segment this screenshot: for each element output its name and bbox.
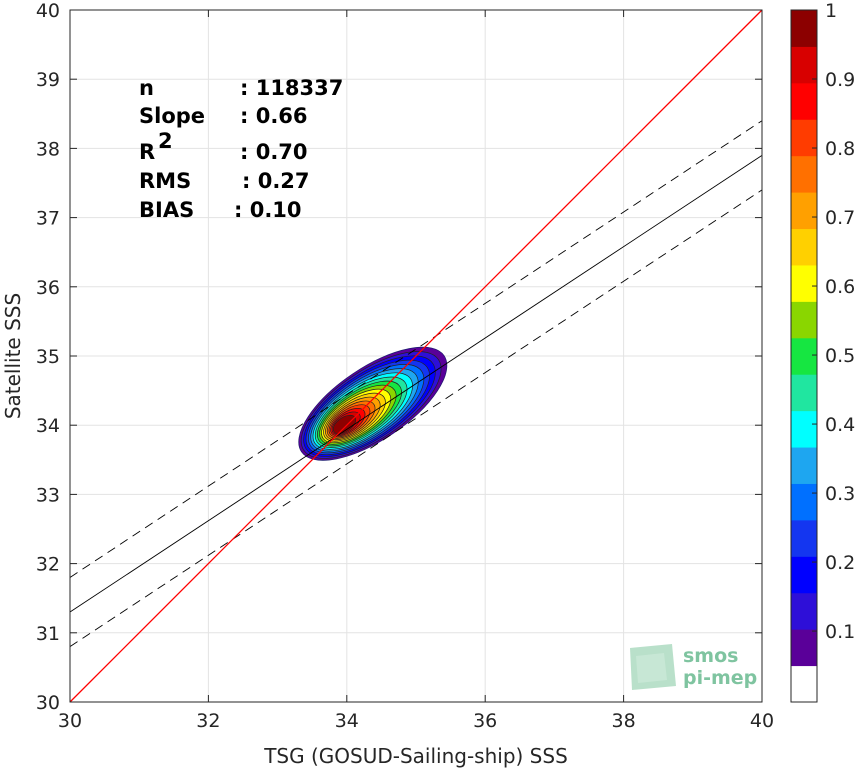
y-tick-label: 36: [36, 277, 60, 299]
colorbar-segment: [791, 374, 817, 412]
colorbar-tick-label: 0.9: [825, 69, 855, 91]
stat-label-superscript: 2: [158, 129, 173, 153]
stat-value: : 0.70: [240, 140, 308, 164]
smos-pimep-logo: smos pi-mep: [630, 644, 757, 690]
colorbar-segment: [791, 82, 817, 120]
one-to-one-line: [69, 9, 763, 703]
stat-label: R: [139, 140, 155, 164]
stat-value: : 118337: [240, 76, 343, 100]
y-tick-label: 31: [36, 623, 60, 645]
colorbar-segment: [791, 592, 817, 630]
colorbar-tick-label: 0.4: [825, 414, 855, 436]
colorbar-segment: [791, 410, 817, 448]
y-axis-ticks: 30 31 32 33 34 35 36 37 38 39 40: [36, 0, 762, 714]
y-tick-label: 34: [36, 415, 60, 437]
colorbar-segment: [791, 447, 817, 484]
y-tick-label: 32: [36, 554, 60, 576]
colorbar-tick-label: 1: [825, 0, 837, 22]
colorbar-segment: [791, 301, 817, 339]
colorbar-segment: [791, 629, 817, 667]
logo-text-pimep: pi-mep: [683, 667, 757, 689]
y-tick-label: 33: [36, 484, 60, 506]
colorbar-segment: [791, 192, 817, 230]
stat-label: Slope: [139, 104, 205, 128]
y-tick-label: 39: [36, 69, 60, 91]
density-contours: [298, 346, 448, 461]
stat-label: RMS: [139, 169, 191, 193]
y-tick-label: 38: [36, 138, 60, 160]
y-tick-label: 35: [36, 346, 60, 368]
x-axis-ticks: 30 32 34 36 38 40: [58, 10, 774, 732]
colorbar-segment: [791, 155, 817, 193]
stat-label: n: [139, 76, 154, 100]
colorbar-segment: [791, 228, 817, 266]
x-tick-label: 30: [58, 710, 82, 732]
y-axis-label: Satellite SSS: [1, 293, 25, 419]
stat-value: : 0.10: [234, 198, 302, 222]
x-tick-label: 36: [473, 710, 497, 732]
colorbar-segment: [791, 10, 817, 47]
stat-value: : 0.66: [240, 104, 308, 128]
fit-offset-line: [69, 189, 763, 648]
colorbar-segment: [791, 337, 817, 375]
logo-text-smos: smos: [683, 645, 738, 667]
regression-lines: [69, 9, 763, 703]
colorbar-tick-label: 0.2: [825, 552, 855, 574]
y-tick-label: 30: [36, 692, 60, 714]
colorbar-tick-label: 0.3: [825, 483, 855, 505]
colorbar-tick-label: 0.8: [825, 138, 855, 160]
y-tick-label: 37: [36, 208, 60, 230]
colorbar-tick-label: 0.7: [825, 207, 855, 229]
fit-offset-line: [69, 120, 763, 578]
colorbar: 0.1 0.2 0.3 0.4 0.5 0.6 0.7 0.8 0.9 1: [790, 0, 855, 703]
colorbar-segment: [791, 519, 817, 557]
colorbar-segment: [791, 483, 817, 521]
colorbar-segment: [791, 264, 817, 302]
x-tick-label: 40: [750, 710, 774, 732]
fit-line: [69, 154, 763, 613]
colorbar-border: [790, 9, 818, 703]
colorbar-segment: [791, 665, 817, 703]
statistics-annotation: n : 118337 Slope : 0.66 R 2 : 0.70 RMS : 0.27 BIA…: [139, 76, 343, 222]
x-tick-label: 38: [612, 710, 636, 732]
stat-value: : 0.27: [242, 169, 310, 193]
x-axis-label: TSG (GOSUD-Sailing-ship) SSS: [263, 744, 568, 768]
colorbar-tick-label: 0.1: [825, 621, 855, 643]
colorbar-tick-label: 0.5: [825, 345, 855, 367]
colorbar-segment: [791, 46, 817, 84]
x-tick-label: 34: [335, 710, 359, 732]
y-tick-label: 40: [36, 0, 60, 22]
colorbar-segment: [791, 119, 817, 157]
stat-label: BIAS: [139, 198, 194, 222]
colorbar-tick-label: 0.6: [825, 276, 855, 298]
x-tick-label: 32: [196, 710, 220, 732]
